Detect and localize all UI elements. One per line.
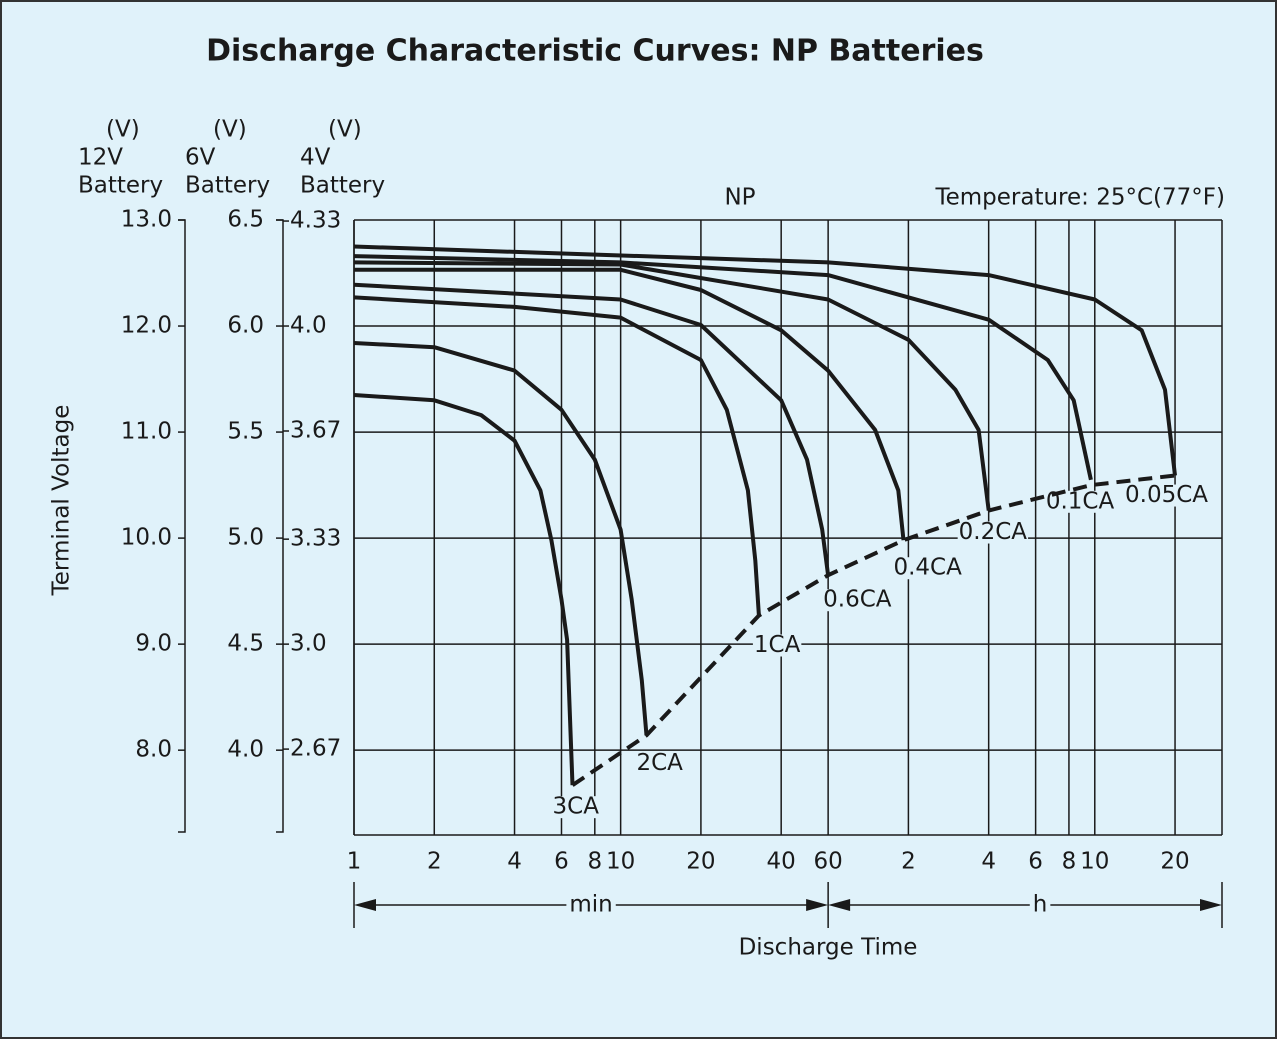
discharge-curve: [353, 244, 1177, 476]
axis-battery: Battery: [300, 173, 385, 199]
unit-label: h: [1033, 892, 1048, 918]
series-label-bg: [551, 796, 600, 819]
discharge-curve: [353, 260, 991, 511]
series-label: 2CA: [636, 750, 683, 776]
x-tick-label: 8: [587, 849, 602, 875]
arrow-head: [828, 899, 851, 911]
series-label: 0.6CA: [823, 587, 892, 613]
discharge-curve: [353, 282, 831, 576]
axis-unit: (V): [213, 117, 247, 143]
model-label: NP: [724, 185, 755, 211]
x-tick-label: 2: [901, 849, 916, 875]
discharge-curve: [353, 254, 1093, 481]
discharge-curve: [353, 393, 575, 786]
y-tick-label: 9.0: [135, 631, 172, 657]
series-label: 1CA: [754, 632, 801, 658]
discharge-curve: [354, 267, 906, 541]
series-label: 0.4CA: [893, 555, 962, 581]
x-tick-label: 6: [1028, 849, 1043, 875]
y-tick-label: 12.0: [121, 313, 172, 339]
unit-label-bg: [566, 893, 616, 917]
y2-tick-label: 5.5: [227, 419, 264, 445]
axis-voltage: 4V: [300, 145, 331, 171]
y2-tick-label: 4.5: [227, 631, 264, 657]
y3-tick-label: 4.0: [290, 313, 327, 339]
axis-battery: Battery: [185, 173, 270, 199]
y3-tick-label: 4.33: [290, 208, 341, 234]
axis-voltage: 6V: [185, 145, 216, 171]
y2-tick-label: 5.0: [227, 525, 264, 551]
y3-tick-label: 2.67: [290, 736, 341, 762]
x-tick-label: 10: [1080, 849, 1109, 875]
x-tick-label: 4: [507, 849, 522, 875]
axis-battery: Battery: [78, 173, 163, 199]
y-tick-label: 8.0: [135, 737, 172, 763]
cutoff-curve: [571, 473, 1176, 787]
axis-voltage: 12V: [78, 145, 123, 171]
discharge-curve: [353, 295, 761, 616]
series-label-bg: [957, 521, 1029, 544]
series-label-bg: [752, 634, 802, 657]
unit-label-bg: [1029, 893, 1051, 917]
series-label: 0.05CA: [1125, 482, 1208, 508]
arrow-head: [1200, 899, 1222, 911]
series-label-bg: [822, 589, 893, 612]
x-tick-label: 10: [606, 849, 635, 875]
y2-tick-label: 6.0: [227, 313, 264, 339]
arrow-head: [354, 899, 376, 911]
x-axis-title: Discharge Time: [739, 935, 918, 961]
temperature: Temperature: 25°C(77°F): [934, 185, 1225, 211]
y3-tick-label: 3.67: [290, 418, 341, 444]
axis-unit: (V): [328, 117, 362, 143]
x-tick-label: 60: [813, 849, 842, 875]
series-label-bg: [1044, 490, 1116, 513]
series-label: 0.2CA: [959, 519, 1028, 545]
x-tick-label: 40: [767, 849, 796, 875]
x-tick-label: 2: [427, 849, 442, 875]
axis-unit: (V): [106, 117, 140, 143]
x-tick-label: 20: [1160, 849, 1189, 875]
y-tick-label: 10.0: [121, 525, 172, 551]
series-label: 3CA: [553, 794, 600, 820]
y-axis-title: Terminal Voltage: [49, 405, 75, 597]
x-tick-label: 20: [686, 849, 715, 875]
y-tick-label: 11.0: [121, 419, 172, 445]
chart-title: Discharge Characteristic Curves: NP Batt…: [206, 34, 984, 69]
y2-tick-label: 4.0: [227, 737, 264, 763]
series-label-bg: [635, 752, 684, 775]
series-label-bg: [892, 557, 963, 580]
y2-tick-label: 6.5: [227, 207, 264, 233]
x-tick-label: 6: [554, 849, 569, 875]
unit-label: min: [569, 892, 612, 918]
x-tick-label: 8: [1062, 849, 1077, 875]
discharge-curve: [353, 341, 649, 736]
y-tick-label: 13.0: [121, 207, 172, 233]
y3-tick-label: 3.0: [290, 631, 327, 657]
x-tick-label: 4: [981, 849, 996, 875]
arrow-head: [806, 899, 829, 911]
y3-tick-label: 3.33: [290, 526, 341, 552]
series-label-bg: [1124, 484, 1210, 507]
x-tick-label: 1: [347, 849, 362, 875]
